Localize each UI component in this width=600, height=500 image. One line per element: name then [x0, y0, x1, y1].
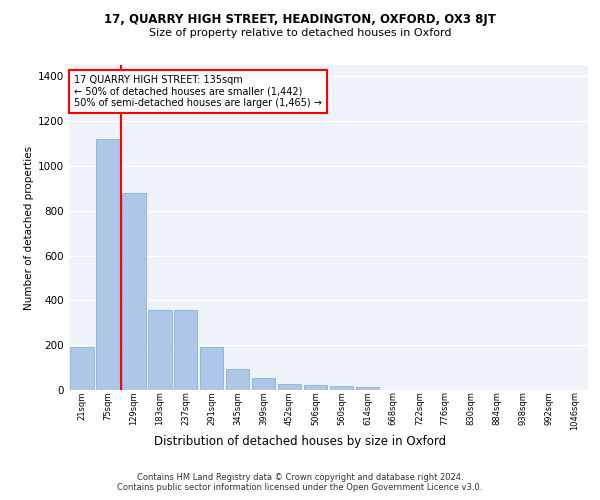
Bar [278, 384, 301, 390]
Bar [70, 348, 94, 390]
Text: 17 QUARRY HIGH STREET: 135sqm
← 50% of detached houses are smaller (1,442)
50% o: 17 QUARRY HIGH STREET: 135sqm ← 50% of d… [74, 74, 322, 108]
Bar [174, 310, 197, 390]
Bar [330, 386, 353, 390]
Text: Distribution of detached houses by size in Oxford: Distribution of detached houses by size … [154, 434, 446, 448]
Bar [200, 348, 223, 390]
Bar [356, 387, 379, 390]
Text: Size of property relative to detached houses in Oxford: Size of property relative to detached ho… [149, 28, 451, 38]
Bar [148, 310, 172, 390]
Bar [122, 193, 146, 390]
Text: 17, QUARRY HIGH STREET, HEADINGTON, OXFORD, OX3 8JT: 17, QUARRY HIGH STREET, HEADINGTON, OXFO… [104, 12, 496, 26]
Bar [252, 378, 275, 390]
Y-axis label: Number of detached properties: Number of detached properties [24, 146, 34, 310]
Bar [304, 385, 327, 390]
Bar [226, 368, 250, 390]
Bar [96, 139, 119, 390]
Text: Contains HM Land Registry data © Crown copyright and database right 2024.
Contai: Contains HM Land Registry data © Crown c… [118, 473, 482, 492]
